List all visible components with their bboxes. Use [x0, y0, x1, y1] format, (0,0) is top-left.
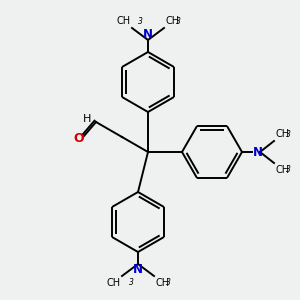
Text: O: O	[74, 131, 84, 145]
Text: CH: CH	[275, 129, 289, 139]
Text: CH: CH	[155, 278, 169, 288]
Text: 3: 3	[129, 278, 134, 287]
Text: 3: 3	[286, 165, 291, 174]
Text: N: N	[133, 263, 143, 276]
Text: N: N	[253, 146, 263, 158]
Text: 3: 3	[176, 17, 181, 26]
Text: 3: 3	[166, 278, 171, 287]
Text: 3: 3	[138, 17, 143, 26]
Text: CH: CH	[275, 165, 289, 175]
Text: 3: 3	[286, 130, 291, 139]
Text: CH: CH	[107, 278, 121, 288]
Text: H: H	[83, 114, 91, 124]
Text: N: N	[143, 28, 153, 41]
Text: CH: CH	[165, 16, 179, 26]
Text: CH: CH	[117, 16, 131, 26]
